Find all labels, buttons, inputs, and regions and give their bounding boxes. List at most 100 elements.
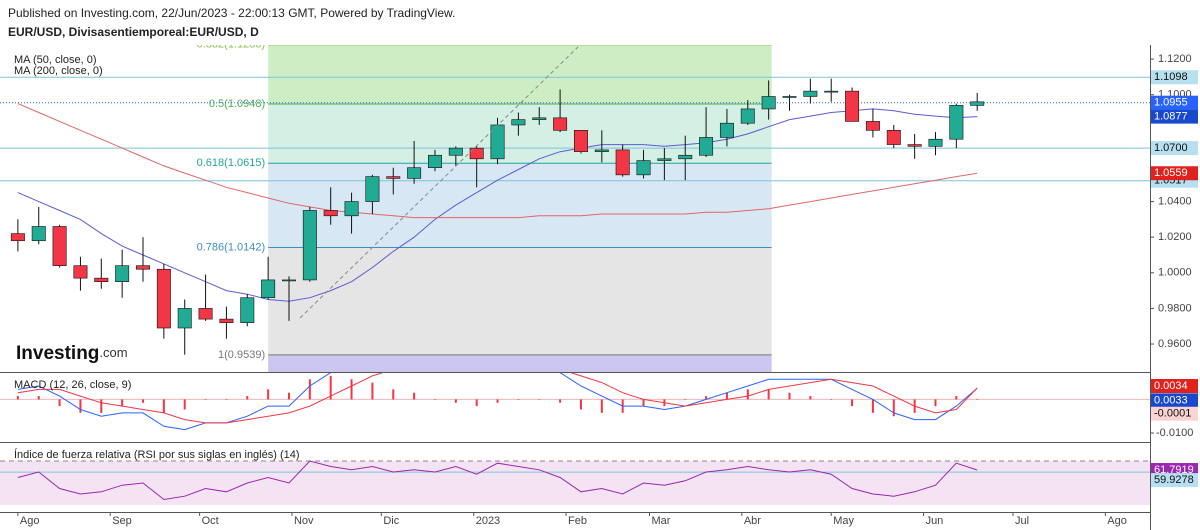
candle-body: [928, 138, 943, 147]
candle-body: [699, 137, 714, 156]
x-tick-label: Ago: [1107, 515, 1127, 527]
histogram-bar: [579, 399, 582, 410]
y-tick-label: -0.0100: [1156, 427, 1193, 439]
price-label: -0.0001: [1154, 408, 1191, 420]
candle-body: [573, 130, 588, 152]
candle-body: [219, 318, 234, 323]
x-tick-label: Nov: [294, 515, 314, 527]
candle-body: [448, 147, 463, 156]
x-tick-label: May: [833, 515, 854, 527]
candle-body: [177, 308, 192, 329]
x-tick-label: Feb: [568, 515, 587, 527]
price-label-box: [1151, 406, 1198, 421]
histogram-bar: [642, 399, 645, 407]
candle-body: [115, 265, 130, 283]
x-tick-label: Oct: [202, 515, 219, 527]
histogram-bar: [830, 399, 833, 400]
candle-body: [845, 90, 860, 122]
price-label: 1.1098: [1154, 71, 1188, 83]
histogram-bar: [371, 382, 374, 400]
candle-body: [761, 96, 776, 110]
fib-zone: [268, 163, 772, 248]
histogram-bar: [37, 396, 40, 400]
price-label-box: [1151, 166, 1198, 181]
logo-suffix: .com: [99, 345, 127, 360]
candle-body: [511, 119, 526, 126]
histogram-bar: [725, 392, 728, 400]
histogram-bar: [705, 396, 708, 400]
histogram-bar: [892, 399, 895, 417]
fib-label: 0.382(1.1280): [197, 39, 266, 51]
x-tick-label: Sep: [112, 515, 132, 527]
candle-body: [94, 277, 109, 283]
panel-title: MACD (12, 26, close, 9): [14, 379, 131, 391]
price-label: 59.9278: [1154, 474, 1194, 486]
candle-body: [782, 96, 797, 98]
price-label: 1.0955: [1154, 97, 1188, 109]
price-label-box: [1151, 95, 1198, 110]
histogram-bar: [308, 379, 311, 400]
y-tick-label: 0.9600: [1158, 338, 1192, 350]
candle-body: [469, 147, 484, 160]
fib-zone: [268, 247, 772, 355]
x-tick-label: Jun: [926, 515, 944, 527]
y-tick-label: 1.0200: [1158, 231, 1192, 243]
histogram-bar: [225, 399, 228, 400]
x-tick-label: Abr: [744, 515, 761, 527]
ma-legend: MA (200, close, 0): [14, 65, 103, 77]
price-label: 0.0033: [1154, 394, 1188, 406]
candle-body: [532, 117, 547, 120]
price-label-box: [1151, 379, 1198, 394]
candle-body: [949, 105, 964, 140]
histogram-bar: [976, 399, 979, 400]
histogram-bar: [559, 399, 562, 403]
candle-body: [198, 308, 213, 320]
candle-body: [636, 160, 651, 176]
histogram-bar: [538, 399, 541, 400]
fib-label: 0.786(1.0142): [197, 241, 266, 253]
histogram-bar: [517, 399, 520, 400]
price-label: 1.0877: [1154, 111, 1188, 123]
trend-line: [299, 46, 579, 319]
fib-zone: [268, 354, 772, 372]
histogram-bar: [413, 392, 416, 400]
price-label-box: [1151, 141, 1198, 156]
candle-body: [886, 130, 901, 145]
candle-body: [970, 101, 985, 106]
ma-line: [17, 108, 978, 302]
candle-body: [428, 154, 442, 169]
y-tick-label: 0.9800: [1158, 302, 1192, 314]
y-tick-label: 1.1200: [1158, 53, 1192, 65]
candle-body: [594, 149, 609, 152]
candle-body: [156, 268, 171, 329]
fib-zone: [268, 103, 772, 164]
fib-zone: [268, 45, 772, 104]
histogram-bar: [183, 399, 186, 410]
price-label: 0.0034: [1154, 380, 1188, 392]
candle-body: [386, 176, 401, 179]
symbol: EUR/USD, Divisasentiemporeal:EUR/USD, D: [8, 25, 259, 39]
x-tick-label: Mar: [651, 515, 670, 527]
candle-body: [553, 117, 568, 131]
candle-body: [240, 297, 255, 323]
candle-body: [10, 233, 25, 242]
histogram-bar: [287, 392, 290, 400]
fib-label: 0.5(1.0948): [209, 98, 265, 110]
histogram-bar: [871, 399, 874, 413]
candle-body: [865, 121, 880, 131]
x-tick-label: Ago: [20, 515, 40, 527]
ma-line: [17, 103, 978, 219]
candle-body: [719, 122, 734, 138]
candle-body: [824, 90, 839, 93]
candle-body: [73, 265, 88, 279]
candle-body: [740, 108, 755, 124]
y-tick-label: 1.0000: [1158, 267, 1192, 279]
histogram-bar: [121, 399, 124, 407]
logo: Investing.com: [16, 343, 128, 364]
histogram-bar: [454, 399, 457, 403]
histogram-bar: [16, 396, 19, 400]
histogram-bar: [204, 399, 207, 400]
fib-label: 1(0.9539): [218, 349, 265, 361]
price-label: 61.7919: [1154, 464, 1194, 476]
x-tick-label: Jul: [1015, 515, 1029, 527]
